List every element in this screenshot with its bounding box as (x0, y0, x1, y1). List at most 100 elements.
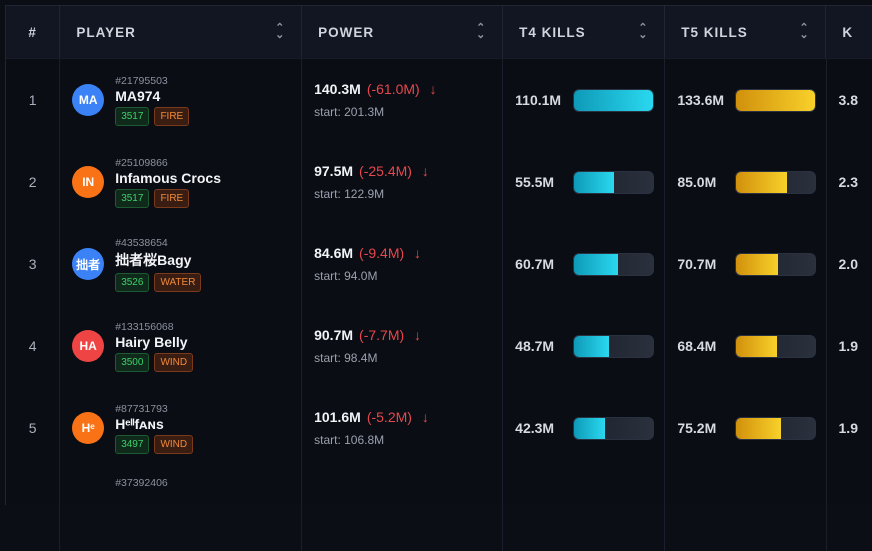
player-id: #43538654 (115, 236, 168, 249)
k-cell: 2.0 (827, 223, 872, 305)
rank-cell: 2 (6, 141, 61, 223)
avatar: MA (72, 84, 105, 116)
t5-kills-cell: 75.2M (665, 387, 827, 469)
column-power[interactable]: POWER ⌃ ⌄ (302, 6, 504, 58)
t4-bar (573, 416, 655, 440)
table-row[interactable]: 3 拙者 #43538654 拙者桜Bagy 3526 WATER 84.6M (-… (6, 223, 872, 305)
k-value: 3.8 (838, 92, 858, 108)
arrow-down-icon: ↓ (410, 245, 422, 261)
power-cell: 84.6M (-9.4M) ↓ start: 94.0M (302, 223, 504, 305)
k-cell (827, 469, 872, 551)
avatar: 拙者 (72, 248, 105, 280)
k-value: 2.0 (838, 256, 858, 272)
power-value: 84.6M (314, 245, 354, 261)
player-cell: 拙者 #43538654 拙者桜Bagy 3526 WATER (60, 223, 303, 305)
player-id: #25109866 (115, 156, 168, 169)
power-delta: (-25.4M) (359, 163, 412, 179)
t4-kills-cell: 55.5M (503, 141, 666, 223)
sort-icon[interactable]: ⌃ ⌄ (799, 22, 810, 41)
table-row[interactable]: 2 IN #25109866 Infamous Crocs 3517 FIRE 9… (6, 141, 872, 223)
player-name[interactable]: Infamous Crocs (115, 169, 221, 186)
player-cell: MA #21795503 MA974 3517 FIRE (60, 59, 303, 141)
t4-kills-cell: 48.7M (503, 305, 666, 387)
sort-icon[interactable]: ⌃ ⌄ (275, 22, 286, 41)
element-tag: FIRE (154, 106, 190, 126)
arrow-down-icon: ↓ (417, 163, 429, 179)
player-name[interactable]: Hairy Belly (115, 333, 188, 350)
sort-icon[interactable]: ⌃ ⌄ (476, 22, 487, 41)
table-header: # PLAYER ⌃ ⌄ POWER ⌃ ⌄ T4 KILLS ⌃ ⌄ T5 KILLS ⌃ ⌄… (6, 6, 872, 59)
t4-value: 42.3M (515, 420, 555, 436)
player-cell: IN #25109866 Infamous Crocs 3517 FIRE (60, 141, 303, 223)
element-tag: WATER (154, 272, 202, 292)
k-cell: 1.9 (827, 305, 872, 387)
t5-value: 85.0M (677, 174, 717, 190)
player-header: PLAYER (76, 24, 136, 40)
avatar: IN (72, 166, 105, 198)
power-start: start: 122.9M (314, 187, 385, 201)
power-cell: ↓ (302, 469, 504, 551)
arrow-down-icon: ↓ (417, 409, 429, 425)
t5-bar (735, 334, 817, 358)
t5-bar (735, 252, 817, 276)
t4-bar-fill (574, 89, 654, 111)
column-player[interactable]: PLAYER ⌃ ⌄ (60, 6, 303, 58)
t5-bar (735, 88, 817, 112)
table-body: 1 MA #21795503 MA974 3517 FIRE 140.3M (-61… (6, 59, 872, 551)
rank-header: # (28, 24, 37, 40)
element-tag: WIND (154, 352, 194, 372)
player-name[interactable]: MA974 (115, 87, 161, 104)
k-value: 1.9 (838, 420, 858, 436)
arrow-down-icon: ↓ (410, 327, 422, 343)
power-delta: (-5.2M) (366, 409, 412, 425)
t4-bar-fill (574, 417, 605, 439)
player-cell: Hᵉ #87731793 Hᵉˡˡfᴀɴs 3497 WIND (60, 387, 303, 469)
t5-bar-fill (736, 253, 779, 275)
power-start: start: 98.4M (314, 351, 378, 365)
player-cell: #37392406 (60, 469, 303, 551)
server-tag: 3497 (115, 434, 150, 454)
rank-cell (6, 469, 61, 551)
t5-kills-cell: 85.0M (665, 141, 827, 223)
t4-kills-cell (503, 469, 666, 551)
t4-bar (573, 88, 655, 112)
leaderboard-table: # PLAYER ⌃ ⌄ POWER ⌃ ⌄ T4 KILLS ⌃ ⌄ T5 KILLS ⌃ ⌄… (5, 5, 872, 551)
column-t4-kills[interactable]: T4 KILLS ⌃ ⌄ (503, 6, 666, 58)
t4-value: 60.7M (515, 256, 555, 272)
rank-cell: 4 (6, 305, 61, 387)
power-value: 97.5M (314, 163, 354, 179)
t5-value: 70.7M (677, 256, 717, 272)
table-row[interactable]: 4 HA #133156068 Hairy Belly 3500 WIND 90.… (6, 305, 872, 387)
table-row[interactable]: 5 Hᵉ #87731793 Hᵉˡˡfᴀɴs 3497 WIND 101.6M (… (6, 387, 872, 469)
t4-bar (573, 334, 655, 358)
rank: 3 (28, 256, 37, 272)
element-tag: FIRE (154, 188, 190, 208)
k-value: 2.3 (838, 174, 858, 190)
column-rank: # (6, 6, 61, 58)
column-k[interactable]: K (826, 6, 872, 58)
k-cell: 3.8 (827, 59, 872, 141)
table-row[interactable]: 1 MA #21795503 MA974 3517 FIRE 140.3M (-61… (6, 59, 872, 141)
power-header: POWER (318, 24, 375, 40)
t5-bar (735, 416, 817, 440)
power-delta: (-7.7M) (359, 327, 405, 343)
k-cell: 1.9 (827, 387, 872, 469)
t4-bar (573, 252, 655, 276)
player-name[interactable]: 拙者桜Bagy (115, 251, 192, 268)
server-tag: 3517 (115, 188, 150, 208)
power-value: 101.6M (314, 409, 361, 425)
rank: 5 (28, 420, 37, 436)
power-delta: (-61.0M) (366, 81, 420, 97)
sort-icon[interactable]: ⌃ ⌄ (638, 22, 649, 41)
k-value: 1.9 (838, 338, 858, 354)
t5-kills-cell (665, 469, 827, 551)
power-start: start: 94.0M (314, 269, 378, 283)
column-t5-kills[interactable]: T5 KILLS ⌃ ⌄ (665, 6, 827, 58)
t4-kills-cell: 60.7M (503, 223, 666, 305)
t5-bar-fill (736, 417, 781, 439)
t5-header: T5 KILLS (681, 24, 748, 40)
power-value: 90.7M (314, 327, 354, 343)
t4-kills-cell: 42.3M (503, 387, 666, 469)
player-name[interactable]: Hᵉˡˡfᴀɴs (115, 415, 164, 432)
table-row[interactable]: #37392406 ↓ (6, 469, 872, 551)
